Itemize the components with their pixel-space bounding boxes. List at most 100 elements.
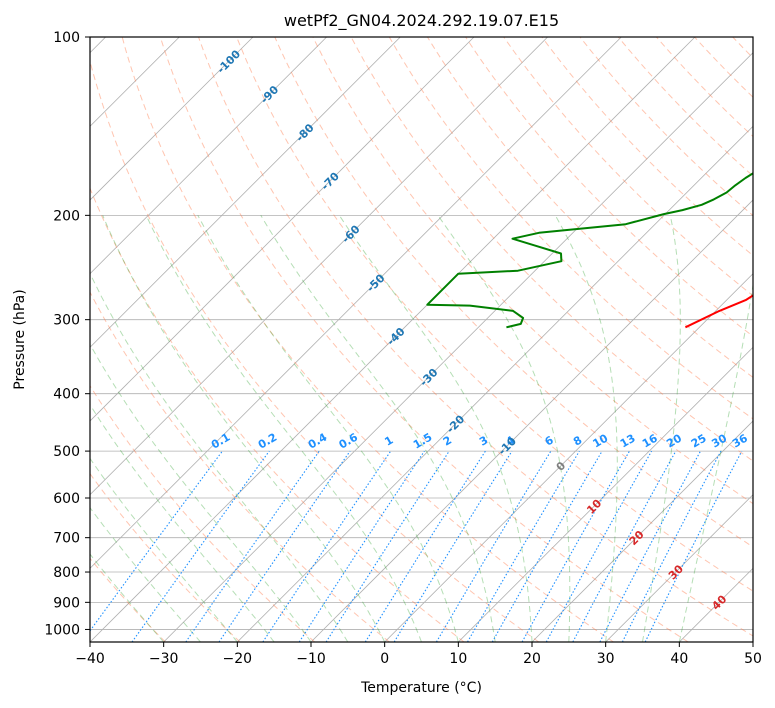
moist-adiabat: [642, 215, 681, 642]
mixing-ratio-label: 20: [664, 431, 684, 450]
dry-adiabat: [236, 37, 753, 592]
mixing-ratio-label: 0.1: [209, 431, 232, 452]
mixing-ratio-label: 8: [571, 434, 584, 449]
mixing-ratio-label: 13: [618, 432, 638, 451]
mixing-ratio-line: [218, 450, 351, 642]
y-tick-label: 1000: [44, 622, 80, 638]
isotherm-label-low: 0: [554, 459, 569, 474]
dry-adiabat: [617, 37, 753, 177]
isotherm-label: -70: [319, 169, 342, 192]
isotherm: [237, 125, 753, 642]
background-lines: [90, 37, 775, 642]
mixing-ratio-line: [325, 450, 450, 642]
y-tick-label: 800: [53, 565, 80, 581]
isotherm: [531, 420, 753, 642]
isotherm-label: -80: [293, 121, 316, 144]
y-tick-label: 500: [53, 444, 80, 460]
moist-adiabat: [90, 272, 349, 642]
mixing-ratio-label: 6: [543, 433, 556, 448]
x-tick-label: −20: [223, 651, 253, 667]
mixing-ratio-line: [545, 450, 653, 642]
dry-adiabat: [694, 37, 753, 98]
isotherm-label: -90: [258, 83, 281, 106]
dry-adiabat: [198, 37, 753, 637]
temperature-profile-line: [684, 294, 753, 329]
dewpoint-profile-line: [426, 172, 753, 329]
dry-adiabat: [541, 37, 753, 257]
isotherm: [90, 37, 475, 422]
moist-adiabat: [90, 506, 201, 642]
isotherm: [90, 37, 696, 642]
dry-adiabat: [90, 384, 316, 642]
dry-adiabat: [90, 291, 390, 642]
moist-adiabat: [338, 215, 533, 642]
x-tick-label: −30: [149, 651, 179, 667]
moist-adiabat: [102, 215, 386, 642]
x-tick-label: −40: [75, 651, 105, 667]
dry-adiabat: [121, 37, 614, 642]
x-tick-label: −10: [296, 651, 326, 667]
dry-adiabat: [159, 37, 689, 642]
isotherm: [163, 52, 753, 642]
moist-adiabat: [678, 282, 753, 642]
isotherm-label: -50: [364, 271, 387, 294]
isotherm: [679, 567, 753, 642]
mixing-ratio-line: [644, 450, 743, 642]
dry-adiabat: [90, 186, 465, 642]
isotherm: [310, 199, 753, 642]
isotherm-label: -60: [339, 222, 362, 245]
y-tick-label: 100: [53, 30, 80, 46]
isotherm: [384, 273, 753, 642]
line-labels: 0.1 0.2 0.4 0.6 1 1.5 2 3 4 6 8 10 13 16 20 25 30 36-100-…: [209, 47, 750, 612]
dry-adiabat: [388, 37, 753, 420]
dry-adiabat: [732, 37, 753, 59]
isotherm-label-low: 30: [666, 562, 686, 582]
x-tick-label: 0: [380, 651, 389, 667]
dry-adiabat: [503, 37, 753, 297]
isotherm-label-low: 20: [627, 528, 647, 548]
isotherm-label: -100: [215, 47, 244, 76]
dry-adiabat: [771, 37, 775, 642]
x-tick-label: 50: [744, 651, 762, 667]
dry-adiabat: [274, 37, 753, 548]
mixing-ratio-line: [572, 450, 677, 642]
mixing-ratio-line: [621, 450, 722, 642]
moist-adiabat: [554, 215, 618, 642]
x-tick-label: 20: [523, 651, 541, 667]
moist-adiabat: [197, 215, 459, 642]
dry-adiabat: [90, 59, 540, 642]
mixing-ratio-label: 0.4: [306, 430, 330, 451]
x-tick-label: 40: [670, 651, 688, 667]
mixing-ratio-line: [491, 450, 603, 642]
y-tick-label: 900: [53, 595, 80, 611]
mixing-ratio-line: [131, 450, 270, 642]
mixing-ratio-label: 3: [477, 434, 490, 449]
moist-adiabat: [145, 215, 422, 642]
dry-adiabat: [90, 472, 241, 642]
y-tick-label: 700: [53, 531, 80, 547]
dry-adiabat: [312, 37, 753, 505]
isotherm-label-low: 10: [584, 497, 604, 517]
moist-adiabat: [90, 403, 275, 642]
y-tick-label: 600: [53, 491, 80, 507]
y-tick-label: 200: [53, 208, 80, 224]
isotherm: [458, 346, 753, 642]
isotherm-label: -10: [496, 434, 519, 457]
moist-adiabat: [437, 215, 571, 642]
isotherm: [90, 37, 622, 569]
mixing-ratio-line: [185, 450, 320, 642]
y-tick-label: 300: [53, 313, 80, 329]
mixing-ratio-line: [298, 450, 425, 642]
y-tick-label: 400: [53, 387, 80, 403]
plot-frame: [89, 36, 754, 643]
moist-adiabat: [260, 215, 496, 642]
mixing-ratio-label: 36: [730, 431, 750, 450]
mixing-ratio-label: 0.2: [256, 431, 279, 452]
mixing-ratio-line: [90, 450, 223, 632]
mixing-ratio-label: 10: [591, 431, 611, 450]
isotherm: [605, 494, 753, 642]
mixing-ratio-line: [521, 450, 630, 642]
x-tick-label: 30: [597, 651, 615, 667]
isotherm: [90, 37, 548, 496]
